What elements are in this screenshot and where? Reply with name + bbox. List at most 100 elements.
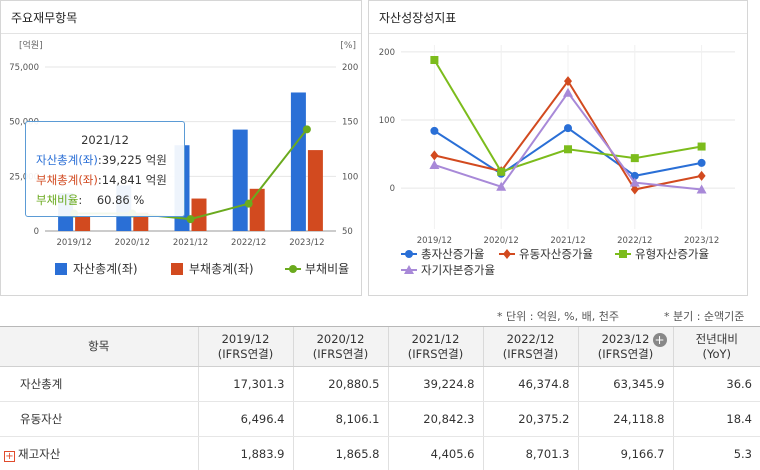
point-series-0 xyxy=(564,124,572,133)
x-tick-label: 2020/12 xyxy=(484,236,519,246)
point-series-3 xyxy=(696,184,707,194)
cell-yoy: 5.3 xyxy=(672,436,760,470)
y-right-tick: 150 xyxy=(342,118,358,128)
y-tick: 0 xyxy=(390,184,395,194)
cell-value: 20,375.2 xyxy=(482,401,578,437)
header-period: 2022/12 (IFRS연결) xyxy=(482,326,578,367)
table-header-row: 항목 2019/12 (IFRS연결) 2020/12 (IFRS연결) 2021/… xyxy=(0,326,760,367)
cell-value: 46,374.8 xyxy=(482,366,578,402)
header-yoy-label: 전년대비 xyxy=(695,331,738,346)
legend-label: 자산총계(좌) xyxy=(73,262,138,276)
cell-value: 39,224.8 xyxy=(387,366,483,402)
table-row: 유동자산 6,496.4 8,106.1 20,842.3 20,375.2 2… xyxy=(0,401,760,437)
asset-growth-panel: 자산성장성지표 0 100 200 2019/12 2020/12 2021/12 2022… xyxy=(368,0,748,296)
x-tick-label: 2020/12 xyxy=(115,238,150,248)
tooltip-label: 부채총계(좌) xyxy=(36,173,98,187)
point-series-2 xyxy=(697,142,706,151)
x-tick-label: 2022/12 xyxy=(617,236,652,246)
bar-total-assets xyxy=(232,129,248,231)
legend-marker xyxy=(404,265,414,274)
header-period-label: 2019/12 xyxy=(221,331,270,346)
header-basis-label: (IFRS연결) xyxy=(407,346,464,361)
point-series-1 xyxy=(564,76,572,87)
legend-marker xyxy=(405,250,413,258)
header-item: 항목 xyxy=(0,326,198,367)
legend-label: 부채비율 xyxy=(305,262,349,276)
legend-label: 자기자본증가율 xyxy=(421,263,495,277)
y-right-tick: 200 xyxy=(342,63,358,73)
header-period: 2019/12 (IFRS연결) xyxy=(197,326,293,367)
chart-tooltip: 2021/12 자산총계(좌):39,225 억원 부채총계(좌):14,841… xyxy=(25,121,185,217)
tooltip-label: 부채비율 xyxy=(36,193,79,207)
y-left-tick: 0 xyxy=(34,227,39,237)
cell-value: 4,405.6 xyxy=(387,436,483,470)
legend-marker xyxy=(503,249,511,259)
header-period-label: 2021/12 xyxy=(411,331,460,346)
legend-marker xyxy=(619,250,627,258)
tooltip-row-assets: 자산총계(좌):39,225 억원 xyxy=(36,150,174,170)
table-row: + 재고자산 1,883.9 1,865.8 4,405.6 8,701.3 9,… xyxy=(0,436,760,470)
period-note: * 분기 : 순액기준 xyxy=(664,310,745,323)
panel-title: 주요재무항목 xyxy=(11,11,78,25)
cell-value: 8,106.1 xyxy=(292,401,388,437)
legend-label: 유동자산증가율 xyxy=(519,247,593,261)
bar-total-liabilities xyxy=(133,212,149,231)
y-left-tick: 25,000 xyxy=(9,172,39,182)
header-basis-label: (IFRS연결) xyxy=(312,346,369,361)
y-tick: 100 xyxy=(379,116,395,126)
row-name: 자산총계 xyxy=(0,366,198,402)
y-right-unit: [%] xyxy=(340,41,356,51)
financial-items-panel: 주요재무항목 [억원] [%] 0 25,000 50,000 75,000 50 100 15… xyxy=(0,0,362,296)
cell-value: 1,883.9 xyxy=(197,436,293,470)
x-tick-label: 2023/12 xyxy=(289,238,324,248)
tooltip-date: 2021/12 xyxy=(81,133,129,147)
header-yoy: 전년대비 (YoY) xyxy=(672,326,760,367)
add-column-icon[interactable]: + xyxy=(652,333,667,347)
x-tick-label: 2019/12 xyxy=(56,238,91,248)
cell-value: 6,496.4 xyxy=(197,401,293,437)
cell-value: 1,865.8 xyxy=(292,436,388,470)
header-period-label: 2022/12 xyxy=(506,331,555,346)
cell-value: 17,301.3 xyxy=(197,366,293,402)
y-right-tick: 50 xyxy=(342,227,353,237)
point-debt-ratio xyxy=(302,125,311,134)
tooltip-value: :39,225 억원 xyxy=(97,153,167,167)
legend-swatch xyxy=(289,265,297,273)
cell-value: 20,880.5 xyxy=(292,366,388,402)
panel-title: 자산성장성지표 xyxy=(379,11,457,25)
x-tick-label: 2021/12 xyxy=(550,236,585,246)
point-series-0 xyxy=(430,126,439,135)
legend-label: 총자산증가율 xyxy=(421,247,484,261)
point-debt-ratio xyxy=(244,199,253,208)
tooltip-row-liabilities: 부채총계(좌):14,841 억원 xyxy=(36,170,174,190)
row-name: 유동자산 xyxy=(0,401,198,437)
financial-table: 항목 2019/12 (IFRS연결) 2020/12 (IFRS연결) 2021/… xyxy=(0,326,760,470)
point-series-2 xyxy=(564,145,572,154)
header-period: 2023/12 (IFRS연결) + xyxy=(577,326,673,367)
header-basis-label: (IFRS연결) xyxy=(597,346,654,361)
y-left-unit: [억원] xyxy=(19,39,43,51)
point-series-1 xyxy=(430,150,439,161)
x-tick-label: 2023/12 xyxy=(684,236,719,246)
bar-total-liabilities xyxy=(75,215,91,231)
cell-value: 8,701.3 xyxy=(482,436,578,470)
tooltip-value: :14,841 억원 xyxy=(97,173,167,187)
cell-value: 9,166.7 xyxy=(577,436,673,470)
expand-icon[interactable]: + xyxy=(4,451,15,462)
point-series-3 xyxy=(563,87,573,97)
cell-yoy: 18.4 xyxy=(672,401,760,437)
point-series-2 xyxy=(497,167,506,176)
asset-growth-chart: 0 100 200 2019/12 2020/12 2021/12 2022/12 2023/… xyxy=(379,45,735,277)
tooltip-row-debt-ratio: 부채비율: 60.86 % xyxy=(36,190,174,210)
x-tick-label: 2019/12 xyxy=(417,236,452,246)
bar-total-liabilities xyxy=(191,198,207,231)
bar-total-liabilities xyxy=(307,150,323,231)
point-series-3 xyxy=(496,181,507,191)
y-right-tick: 100 xyxy=(342,172,358,182)
legend-swatch xyxy=(171,263,183,275)
cell-value: 63,345.9 xyxy=(577,366,673,402)
row-name-expandable[interactable]: + 재고자산 xyxy=(0,436,198,470)
header-yoy-sub: (YoY) xyxy=(702,346,732,361)
header-basis-label: (IFRS연결) xyxy=(217,346,274,361)
y-left-tick: 50,000 xyxy=(9,118,39,128)
